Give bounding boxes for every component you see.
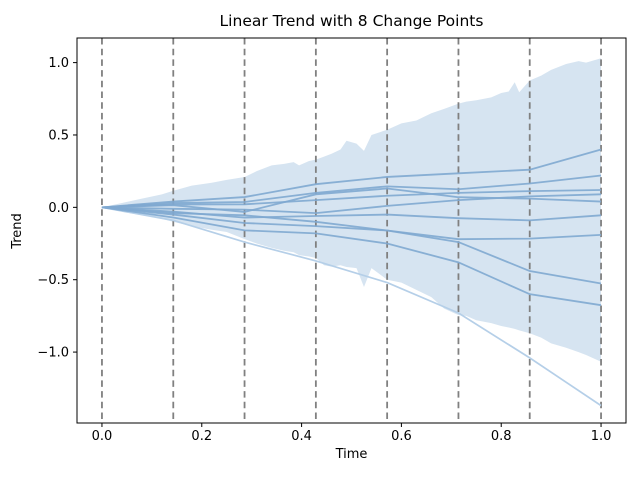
y-tick-label: −0.5 — [37, 273, 69, 288]
y-tick-label: −1.0 — [37, 346, 69, 361]
x-axis-label: Time — [335, 447, 368, 462]
trend-sample-5 — [101, 187, 602, 213]
x-tick-label: 1.0 — [591, 429, 612, 444]
trend-sample-light — [101, 206, 602, 407]
trend-sample-9 — [101, 206, 602, 307]
trend-sample-8 — [101, 206, 602, 285]
x-tick-label: 0.4 — [291, 429, 312, 444]
y-tick-label: 1.0 — [48, 56, 69, 71]
y-axis-label: Trend — [10, 213, 25, 249]
trend-sample-4 — [101, 193, 602, 215]
trend-sample-1 — [101, 148, 602, 209]
chart-title: Linear Trend with 8 Change Points — [219, 12, 484, 30]
trend-sample-2 — [101, 174, 602, 209]
trend-sample-3 — [101, 189, 602, 209]
x-tick-label: 0.6 — [391, 429, 412, 444]
x-tick-label: 0.0 — [92, 429, 113, 444]
y-tick-label: 0.0 — [48, 201, 69, 216]
x-tick-label: 0.2 — [191, 429, 212, 444]
x-tick-label: 0.8 — [491, 429, 512, 444]
y-tick-label: 0.5 — [48, 128, 69, 143]
axes-spines — [76, 37, 627, 424]
trend-sample-7 — [101, 206, 602, 241]
